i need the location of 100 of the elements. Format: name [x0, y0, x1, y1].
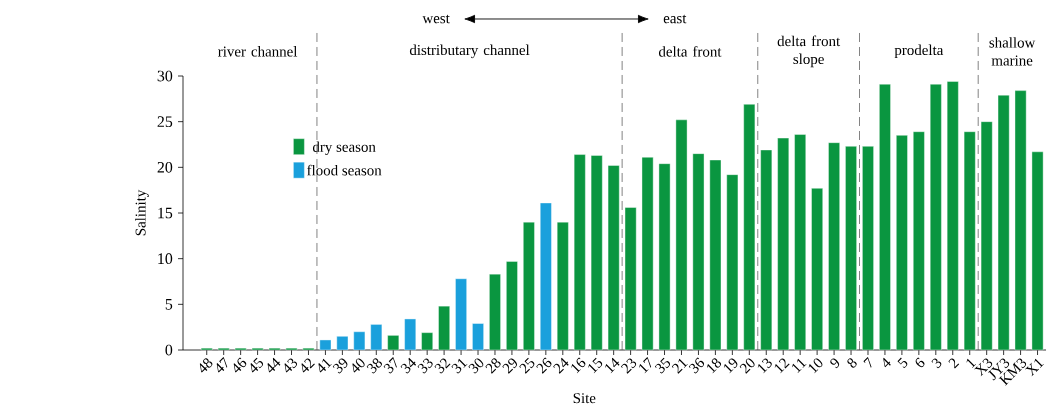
bar	[506, 261, 518, 351]
y-tick-label: 15	[158, 207, 173, 219]
y-tick-label: 25	[157, 116, 173, 128]
x-tick-label: 10	[808, 358, 823, 374]
x-tick-label: 34	[400, 357, 417, 374]
x-tick-label: 36	[688, 357, 705, 374]
bar	[607, 165, 620, 351]
x-tick-label: 18	[706, 358, 722, 374]
x-tick-label: 6	[915, 357, 925, 368]
y-tick-label: 0	[165, 344, 173, 356]
x-tick-label: 23	[620, 358, 637, 374]
bar	[760, 149, 773, 351]
bar	[692, 153, 705, 351]
bar	[353, 331, 366, 351]
x-tick-label: 25	[519, 357, 535, 374]
bar	[845, 146, 857, 351]
bar	[590, 155, 603, 351]
x-tick-label: 24	[553, 357, 569, 374]
bar	[980, 121, 993, 351]
x-tick-label: 11	[792, 358, 807, 373]
bar	[387, 335, 400, 351]
x-tick-label: 19	[723, 358, 738, 374]
y-tick-label: 5	[165, 299, 173, 310]
bar	[336, 336, 349, 351]
x-tick-label: 41	[318, 358, 332, 373]
x-tick-label: 4	[883, 357, 891, 368]
legend-label: flood season	[307, 164, 382, 176]
bar	[828, 142, 840, 351]
bar	[1014, 90, 1027, 351]
x-tick-label: 48	[199, 358, 213, 373]
x-tick-label: 3	[931, 358, 942, 369]
x-tick-label: 16	[571, 357, 586, 374]
bar	[404, 318, 416, 351]
x-tick-label: 45	[250, 357, 264, 373]
x-axis-title: Site	[573, 393, 596, 404]
bar	[523, 221, 535, 351]
x-tick-label: 39	[332, 358, 348, 374]
bar	[557, 221, 569, 351]
bar	[811, 188, 823, 351]
bar	[540, 202, 552, 351]
x-tick-label: 2	[948, 358, 960, 369]
x-tick-label: 14	[605, 357, 620, 374]
bar	[624, 207, 637, 351]
x-tick-label: 9	[830, 358, 840, 369]
x-tick-label: 26	[536, 357, 552, 374]
bar	[913, 131, 925, 351]
bar	[421, 332, 433, 351]
text: river channel	[218, 46, 298, 57]
bar	[777, 137, 790, 351]
y-tick-label: 20	[157, 161, 173, 173]
x-tick-label: 47	[216, 357, 228, 373]
bar	[319, 339, 332, 351]
bar	[438, 305, 450, 351]
x-tick-label: 29	[502, 358, 517, 374]
bar	[472, 323, 484, 351]
x-tick-label: 5	[897, 357, 908, 369]
bar	[743, 104, 756, 351]
x-tick-label: 40	[352, 358, 365, 373]
x-tick-label: 44	[267, 357, 281, 373]
bar	[370, 324, 383, 351]
x-tick-label: 15	[588, 357, 603, 374]
x-tick-label: 13	[757, 358, 772, 374]
bar	[455, 278, 467, 351]
x-tick-label: 12	[774, 358, 790, 374]
x-tick-label: 7	[863, 357, 872, 368]
x-tick-label: 28	[485, 358, 501, 374]
x-tick-label: 30	[468, 358, 484, 374]
bar	[930, 84, 942, 351]
x-tick-label: 42	[301, 358, 315, 373]
bar	[879, 84, 891, 351]
y-tick-label: 10	[158, 253, 173, 265]
x-tick-label: X1	[1025, 358, 1044, 377]
bar	[641, 157, 654, 351]
bar	[573, 154, 586, 351]
x-tick-label: 8	[847, 358, 857, 368]
bar	[658, 163, 671, 351]
text: prodelta	[894, 44, 944, 59]
bar	[1031, 151, 1044, 351]
text: delta front	[658, 46, 722, 57]
legend-label: dry season	[312, 141, 376, 155]
y-axis-title: Salinity	[135, 189, 149, 236]
x-tick-label: 17	[639, 357, 652, 374]
bar	[709, 159, 722, 351]
bar	[963, 131, 976, 351]
bar	[726, 174, 739, 351]
x-tick-label: 38	[366, 358, 382, 374]
bar	[794, 134, 806, 351]
y-tick-label: 30	[157, 70, 173, 82]
bar	[997, 94, 1010, 351]
text: west	[422, 14, 450, 24]
bar	[862, 146, 874, 351]
x-tick-label: 43	[284, 358, 298, 373]
text: shallow marine	[989, 37, 1036, 66]
x-tick-label: 21	[671, 358, 688, 374]
x-tick-label: 31	[451, 358, 468, 374]
x-tick-label: 46	[233, 357, 247, 373]
bar	[675, 119, 688, 351]
text: east	[663, 14, 687, 24]
bar	[946, 81, 959, 351]
text: distributary channel	[409, 44, 530, 59]
